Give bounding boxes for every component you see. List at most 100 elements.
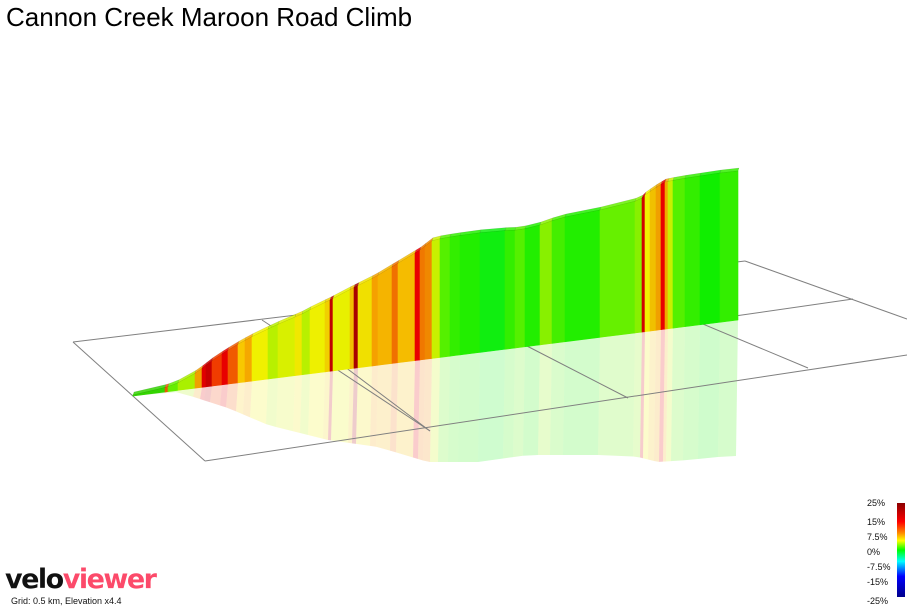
reflection-segment	[666, 328, 673, 462]
gradient-segment	[301, 309, 311, 376]
reflection-segment	[348, 368, 354, 444]
reflection-segment	[323, 371, 330, 440]
reflection-segment	[659, 329, 665, 462]
reflection-segment	[563, 337, 600, 455]
reflection-segment	[538, 343, 552, 455]
reflection-segment	[328, 370, 333, 441]
reflection-segment	[550, 341, 565, 455]
reflection-segment	[448, 354, 460, 462]
reflection-segment	[643, 331, 650, 460]
reflection-segment	[648, 330, 656, 461]
gradient-segment	[431, 238, 441, 359]
logo-viewer: viewer	[62, 564, 157, 595]
gradient-segment	[539, 220, 553, 346]
reflection-segment	[513, 346, 525, 458]
gradient-segment	[699, 172, 721, 326]
reflection-segment	[266, 377, 278, 427]
gradient-segment	[644, 190, 651, 333]
gradient-segment	[599, 200, 636, 338]
grid-line	[204, 354, 907, 462]
gradient-segment	[391, 262, 399, 364]
gradient-segment	[479, 230, 506, 353]
gradient-segment	[371, 274, 379, 367]
legend-tick: -15%	[867, 577, 889, 587]
gradient-segment	[504, 229, 516, 350]
gradient-segment	[649, 186, 657, 332]
legend-tick: 7.5%	[867, 532, 888, 542]
gradient-segment	[227, 343, 239, 385]
reflection-segment	[250, 379, 268, 425]
legend-tick: -7.5%	[867, 562, 891, 572]
reflection-segment	[418, 359, 425, 461]
reflection-segment	[200, 386, 206, 401]
reflection-segment	[698, 322, 720, 459]
reflection-segment	[220, 384, 228, 408]
gradient-segment	[237, 339, 246, 384]
gradient-segment	[564, 209, 601, 343]
gradient-segment	[377, 266, 393, 366]
gradient-segment	[267, 323, 279, 380]
reflection-segment	[598, 332, 635, 457]
grid-line	[734, 298, 854, 317]
veloviewer-logo[interactable]: veloviewer	[5, 564, 157, 595]
gradient-segment	[294, 313, 303, 376]
legend-tick: 15%	[867, 517, 886, 527]
gradient-segment	[244, 336, 253, 383]
gradient-segment	[514, 228, 526, 349]
gradient-segment	[664, 181, 669, 330]
gradient-legend: 25% 15% 7.5% 0% -7.5% -15% -25%	[867, 498, 907, 607]
gradient-segment	[419, 245, 426, 361]
grid-line	[524, 344, 629, 399]
gradient-wall	[132, 170, 739, 397]
gradient-segment	[309, 301, 326, 375]
reflection-segment	[236, 381, 245, 415]
gradient-segment	[634, 197, 643, 334]
gradient-segment	[524, 224, 541, 348]
gradient-segment	[251, 328, 269, 382]
reflection-segment	[300, 373, 310, 435]
ridge-segment	[504, 226, 517, 231]
gradient-segment	[684, 175, 701, 327]
gradient-segment	[414, 249, 421, 361]
reflection-segment	[293, 374, 302, 433]
reflection-segment	[663, 328, 668, 462]
gradient-segment	[459, 232, 481, 356]
gradient-segment	[672, 177, 686, 329]
gradient-segment	[353, 285, 359, 369]
gradient-segment	[221, 349, 229, 386]
reflection-segment	[503, 348, 515, 459]
reflection-segment	[308, 371, 325, 439]
reflection-segment	[523, 344, 540, 456]
gradient-segment	[349, 287, 355, 370]
reflection-segment	[671, 326, 685, 462]
reflection-segment	[683, 324, 700, 461]
reflection-segment	[356, 365, 372, 446]
reflection-segment	[370, 365, 378, 447]
gradient-segment	[439, 236, 451, 358]
reflection-segment	[193, 387, 202, 400]
reflection-segment	[376, 363, 392, 451]
reflection-segment	[430, 357, 440, 462]
gradient-segment	[655, 183, 662, 331]
logo-velo: velo	[5, 564, 64, 595]
reflection-segment	[478, 349, 505, 462]
grid-line	[744, 260, 907, 320]
reflection-segment	[458, 352, 480, 462]
grid-line	[344, 366, 431, 432]
gradient-segment	[357, 278, 373, 369]
reflection-segment	[718, 320, 738, 457]
gradient-color-bar	[897, 503, 905, 597]
profile-ridge	[132, 167, 740, 396]
chart-title: Cannon Creek Maroon Road Climb	[6, 2, 413, 32]
gradient-segment	[329, 297, 334, 372]
gradient-segment	[551, 216, 566, 344]
reflection-segment	[226, 382, 238, 412]
reflection-segment	[210, 384, 222, 406]
gradient-segment	[719, 170, 739, 323]
gradient-segment	[324, 299, 331, 373]
legend-tick: 25%	[867, 498, 886, 508]
reflection-segment	[654, 329, 661, 462]
reflection-segment	[438, 356, 450, 462]
reflection-segment	[396, 360, 415, 458]
